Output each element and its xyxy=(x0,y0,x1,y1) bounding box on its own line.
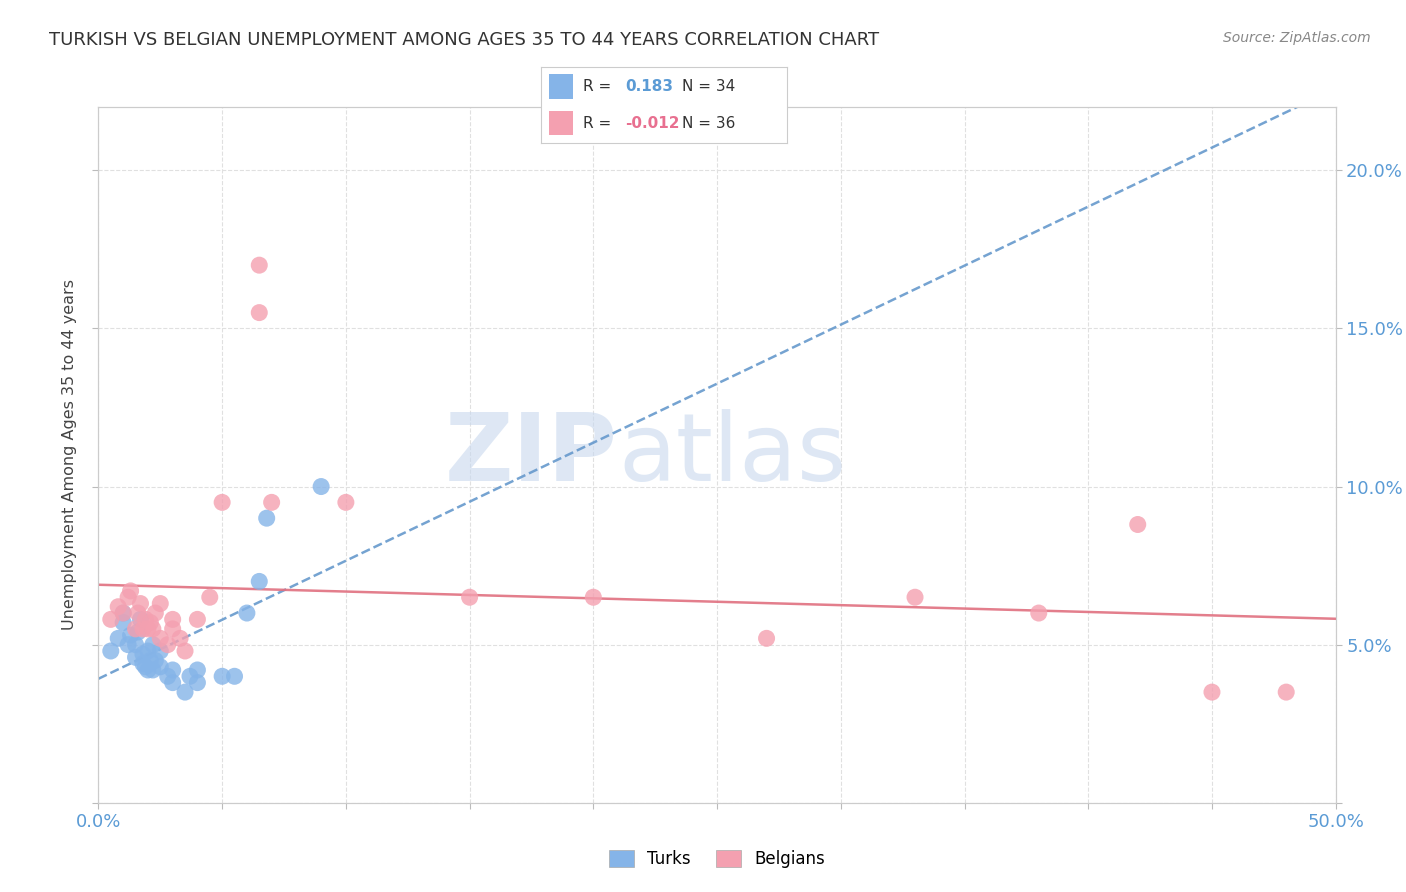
Point xyxy=(127,606,149,620)
Point xyxy=(236,606,259,620)
Point xyxy=(107,599,129,614)
Point xyxy=(224,669,246,683)
Point xyxy=(142,622,165,636)
Point xyxy=(136,663,159,677)
Point xyxy=(129,612,152,626)
Point xyxy=(129,597,152,611)
Point xyxy=(149,632,172,646)
Point xyxy=(117,591,139,605)
Point xyxy=(112,606,135,620)
Point xyxy=(132,647,155,661)
Point xyxy=(174,685,197,699)
Point xyxy=(142,663,165,677)
Text: -0.012: -0.012 xyxy=(626,115,679,130)
Point xyxy=(156,638,179,652)
Point xyxy=(120,583,142,598)
Point xyxy=(256,511,278,525)
Point xyxy=(186,675,208,690)
Point xyxy=(169,632,191,646)
Point xyxy=(100,644,122,658)
Point xyxy=(755,632,778,646)
Point xyxy=(904,591,927,605)
Point xyxy=(582,591,605,605)
Text: R =: R = xyxy=(583,115,616,130)
Point xyxy=(179,669,201,683)
Point xyxy=(247,574,270,589)
Point xyxy=(1275,685,1298,699)
Point xyxy=(198,591,221,605)
FancyBboxPatch shape xyxy=(548,111,574,136)
Text: ZIP: ZIP xyxy=(446,409,619,501)
Point xyxy=(1028,606,1050,620)
Point xyxy=(149,597,172,611)
Point xyxy=(156,669,179,683)
Point xyxy=(162,622,184,636)
Point xyxy=(162,675,184,690)
Text: TURKISH VS BELGIAN UNEMPLOYMENT AMONG AGES 35 TO 44 YEARS CORRELATION CHART: TURKISH VS BELGIAN UNEMPLOYMENT AMONG AG… xyxy=(49,31,879,49)
Point xyxy=(186,612,208,626)
Text: R =: R = xyxy=(583,79,616,95)
Point xyxy=(149,644,172,658)
Point xyxy=(136,644,159,658)
Text: 0.183: 0.183 xyxy=(626,79,673,95)
Point xyxy=(100,612,122,626)
Point xyxy=(124,622,146,636)
Point xyxy=(120,628,142,642)
Point xyxy=(112,615,135,630)
Text: Source: ZipAtlas.com: Source: ZipAtlas.com xyxy=(1223,31,1371,45)
Point xyxy=(458,591,481,605)
Point xyxy=(1201,685,1223,699)
Point xyxy=(134,612,156,626)
Point xyxy=(134,660,156,674)
Point xyxy=(211,495,233,509)
Point xyxy=(132,622,155,636)
Point xyxy=(112,606,135,620)
Text: N = 34: N = 34 xyxy=(682,79,735,95)
Point xyxy=(247,305,270,319)
Point xyxy=(211,669,233,683)
Point xyxy=(335,495,357,509)
Text: N = 36: N = 36 xyxy=(682,115,735,130)
Point xyxy=(117,638,139,652)
Point xyxy=(309,479,332,493)
Point xyxy=(143,653,166,667)
Point xyxy=(143,606,166,620)
Y-axis label: Unemployment Among Ages 35 to 44 years: Unemployment Among Ages 35 to 44 years xyxy=(62,279,77,631)
Point xyxy=(162,663,184,677)
Point xyxy=(139,615,162,630)
Point xyxy=(124,638,146,652)
Point xyxy=(127,625,149,640)
Point xyxy=(136,622,159,636)
Point xyxy=(132,657,155,671)
Text: atlas: atlas xyxy=(619,409,846,501)
Point xyxy=(186,663,208,677)
Point xyxy=(247,258,270,272)
Point xyxy=(174,644,197,658)
Point xyxy=(107,632,129,646)
Point xyxy=(149,660,172,674)
Point xyxy=(142,638,165,652)
Point xyxy=(124,650,146,665)
FancyBboxPatch shape xyxy=(548,75,574,99)
Point xyxy=(162,612,184,626)
Point xyxy=(1126,517,1149,532)
Point xyxy=(260,495,283,509)
Legend: Turks, Belgians: Turks, Belgians xyxy=(602,843,832,874)
Point xyxy=(139,653,162,667)
